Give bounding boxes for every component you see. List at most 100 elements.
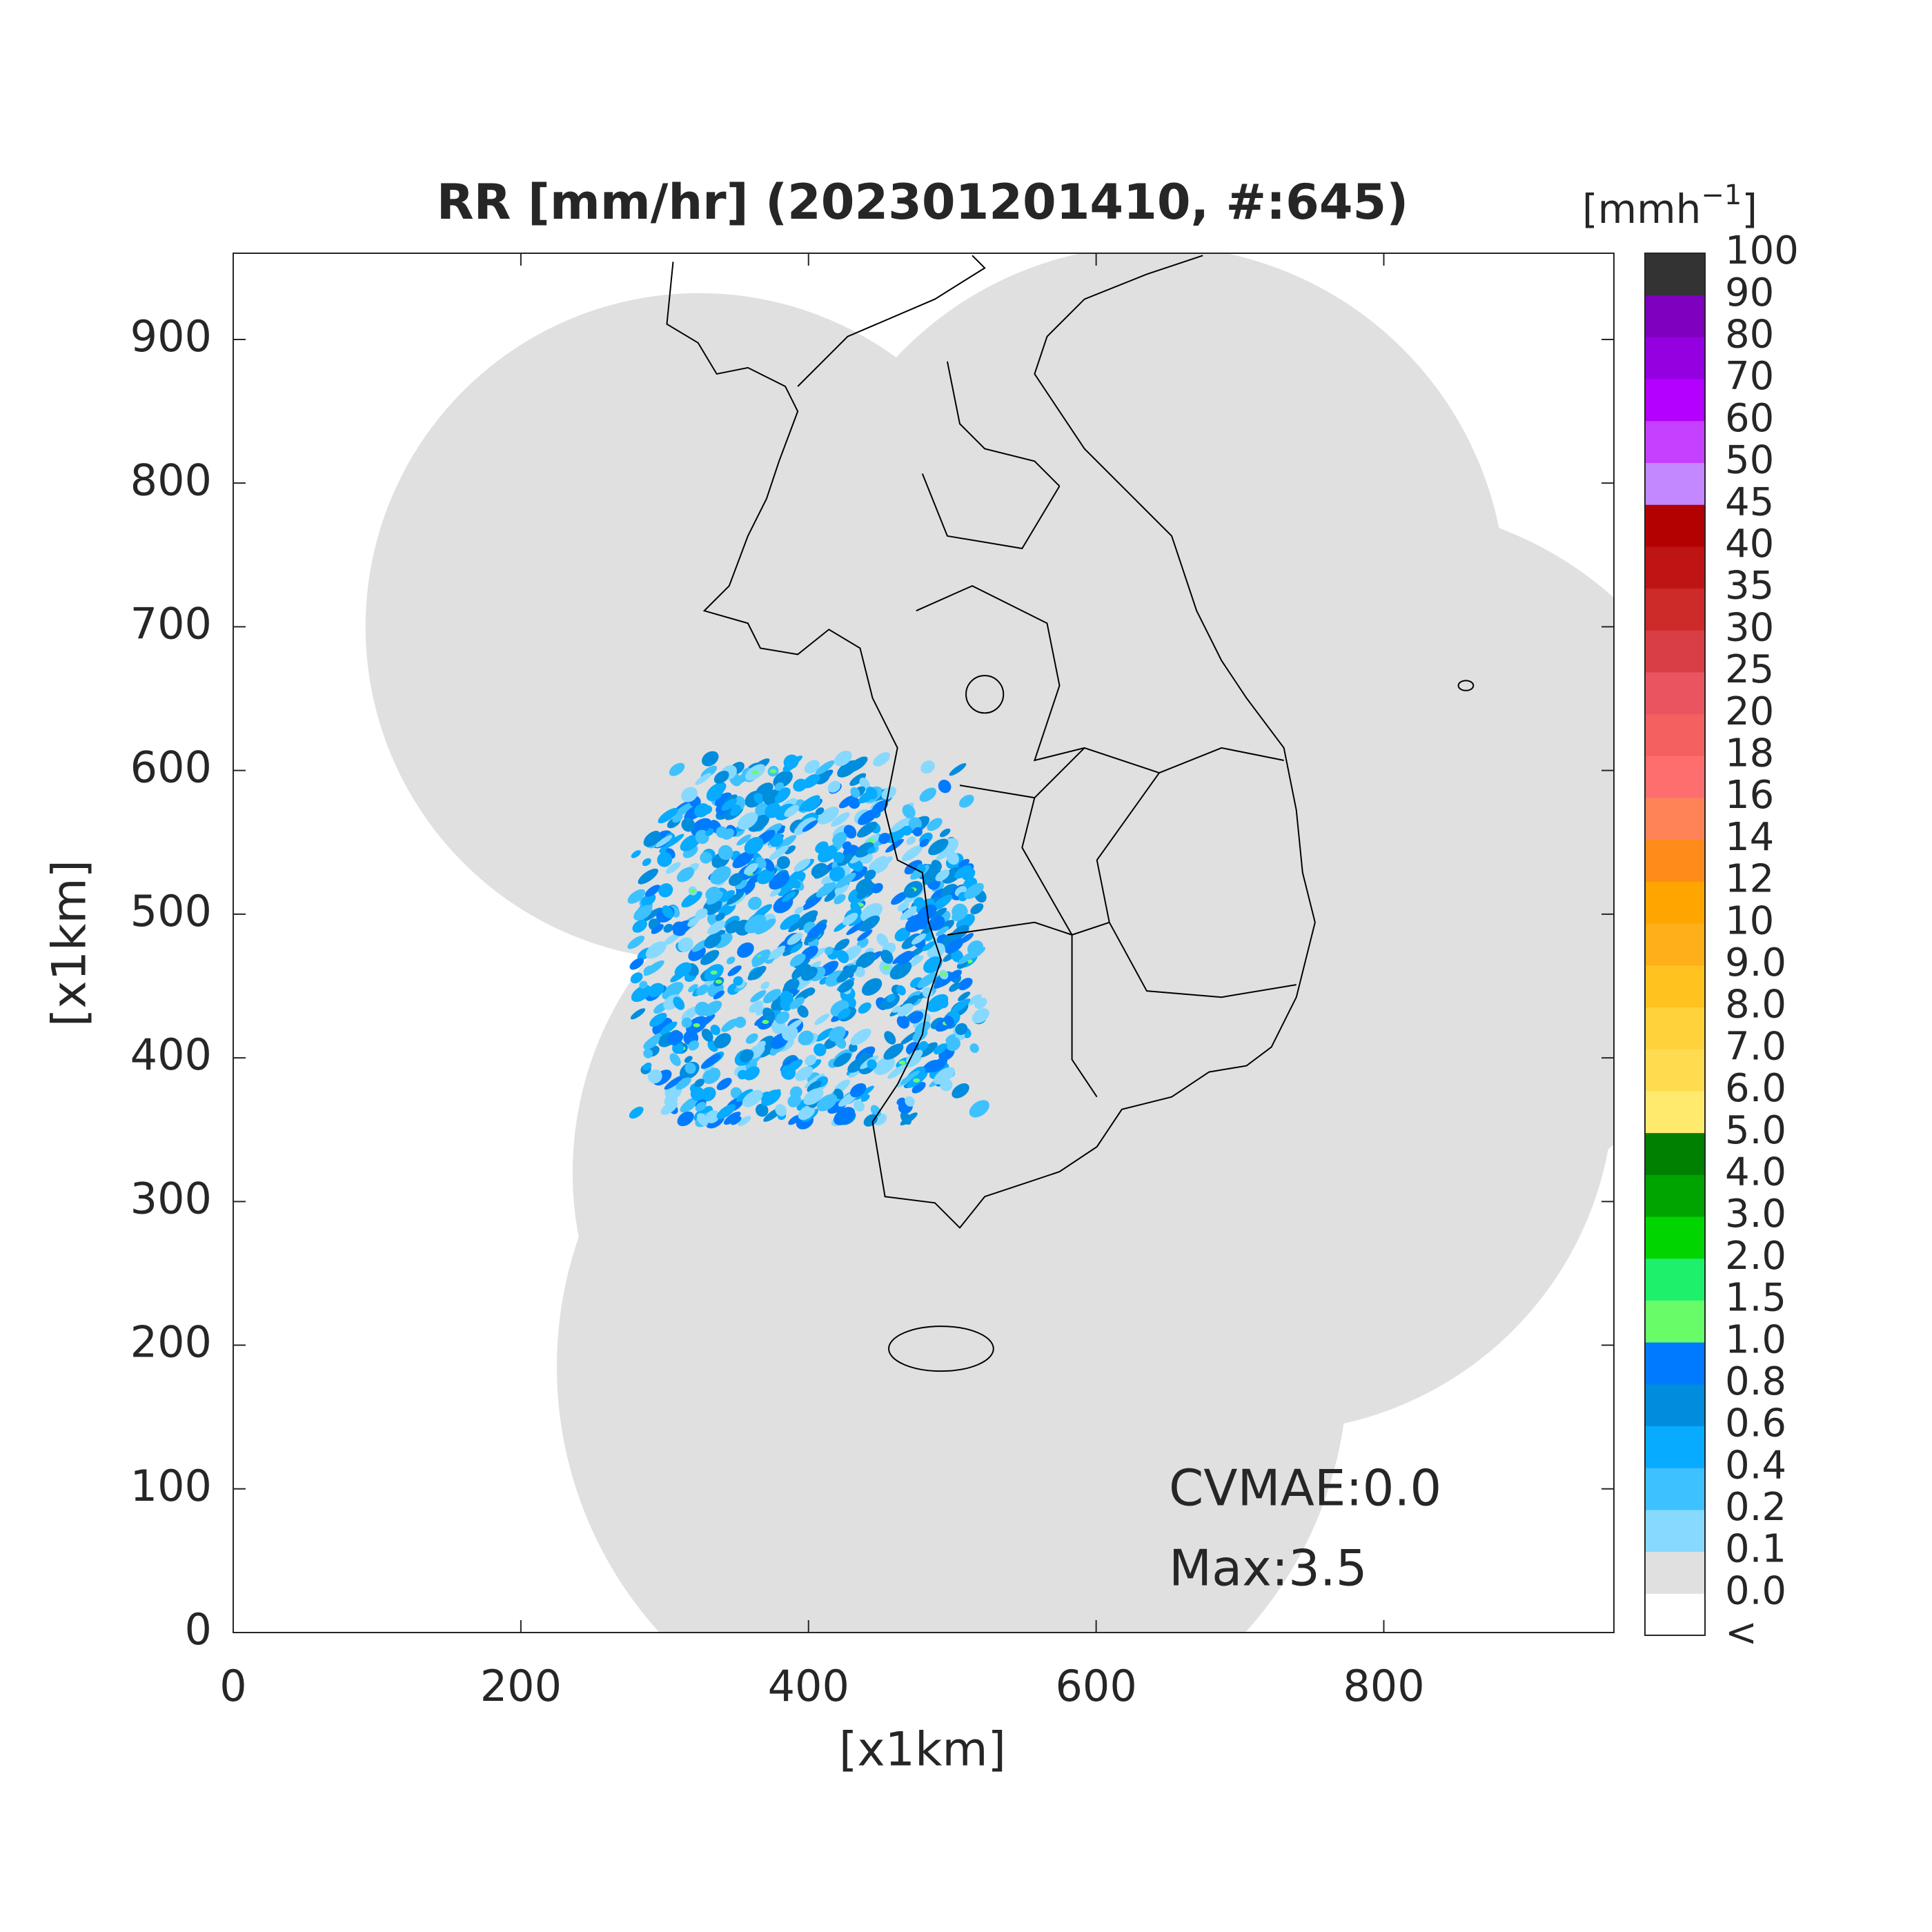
echo	[770, 878, 784, 889]
echo	[902, 804, 916, 819]
colorbar-segment	[1645, 379, 1705, 422]
colorbar-label: 14	[1725, 815, 1774, 860]
echo	[739, 1049, 754, 1063]
echo	[838, 795, 856, 809]
echo	[952, 1083, 969, 1098]
echo	[664, 1075, 684, 1090]
echo	[913, 827, 923, 837]
echo	[677, 1111, 694, 1127]
colorbar-segment	[1645, 588, 1705, 631]
echo	[760, 981, 770, 989]
echo	[715, 979, 722, 984]
echo	[656, 835, 673, 848]
echo	[935, 869, 950, 882]
echo	[629, 1106, 644, 1119]
echo	[832, 831, 847, 846]
echo	[927, 818, 943, 831]
echo	[761, 1090, 781, 1106]
colorbar-label: 40	[1725, 522, 1774, 566]
echo	[834, 1036, 847, 1049]
echo	[949, 982, 961, 992]
echo	[836, 950, 849, 963]
colorbar-segment	[1645, 462, 1705, 505]
colorbar-label: 50	[1725, 438, 1774, 483]
echo	[700, 851, 712, 864]
echo	[716, 1104, 736, 1119]
echo	[747, 896, 762, 910]
colorbar-segment	[1645, 1509, 1705, 1552]
echo	[723, 1112, 741, 1125]
echo	[775, 1011, 790, 1024]
echo	[649, 1012, 667, 1027]
echo	[920, 760, 935, 774]
echo	[643, 1036, 660, 1049]
colorbar-segment	[1645, 1468, 1705, 1510]
echo	[756, 1007, 767, 1016]
echo	[896, 1097, 905, 1105]
echo	[632, 919, 647, 933]
echo	[744, 836, 764, 854]
echo	[702, 751, 719, 767]
echo	[673, 802, 693, 818]
echo	[905, 1096, 915, 1107]
echo	[886, 994, 896, 1003]
echo	[886, 827, 907, 843]
echo	[944, 1015, 954, 1027]
echo	[940, 1078, 953, 1092]
colorbar-segment	[1645, 1174, 1705, 1217]
echo	[715, 912, 725, 921]
echo	[763, 858, 775, 871]
echo	[857, 929, 873, 941]
echo	[688, 1040, 700, 1051]
echo	[814, 1043, 827, 1056]
y-tick-label: 500	[130, 886, 212, 936]
y-tick-label: 400	[130, 1029, 212, 1080]
border	[797, 255, 1297, 1098]
x-tick-label: 200	[480, 1661, 562, 1711]
echo	[749, 1000, 764, 1013]
echo	[934, 1067, 955, 1085]
colorbar-segment	[1645, 546, 1705, 589]
echo	[889, 960, 912, 980]
echo	[913, 1078, 920, 1083]
echo	[970, 903, 984, 915]
echo	[854, 1085, 874, 1101]
echo	[824, 892, 836, 903]
echo	[695, 773, 711, 785]
colorbar-label: 7.0	[1725, 1024, 1786, 1069]
echo	[859, 915, 880, 932]
colorbar-segment	[1645, 1258, 1705, 1301]
echo	[664, 1094, 678, 1107]
echo	[725, 920, 740, 934]
echo	[697, 1113, 709, 1127]
echo	[797, 1005, 809, 1018]
echo	[783, 754, 799, 769]
colorbar-segment	[1645, 630, 1705, 673]
echo	[707, 920, 726, 935]
echo	[662, 905, 674, 919]
echo	[878, 832, 891, 845]
colorbar-segment	[1645, 756, 1705, 798]
echo	[901, 845, 923, 862]
echo	[945, 1034, 956, 1043]
echo	[643, 1048, 653, 1058]
unit-sup: −1	[1701, 179, 1742, 211]
echo	[718, 845, 733, 860]
echo	[630, 1008, 646, 1020]
echo	[856, 952, 876, 969]
echo	[769, 887, 782, 897]
echo	[831, 812, 850, 827]
echo	[835, 872, 856, 889]
echo	[815, 760, 835, 776]
colorbar-label: 0.4	[1725, 1443, 1786, 1488]
echo	[821, 876, 831, 885]
y-tick-label: 0	[185, 1604, 212, 1655]
echo	[922, 941, 936, 952]
echo	[695, 1101, 707, 1112]
echo	[958, 794, 974, 808]
colorbar-label: 0.2	[1725, 1485, 1786, 1530]
echo	[967, 994, 982, 1005]
echo	[802, 773, 820, 789]
echo	[732, 851, 754, 869]
echo	[955, 1023, 968, 1036]
